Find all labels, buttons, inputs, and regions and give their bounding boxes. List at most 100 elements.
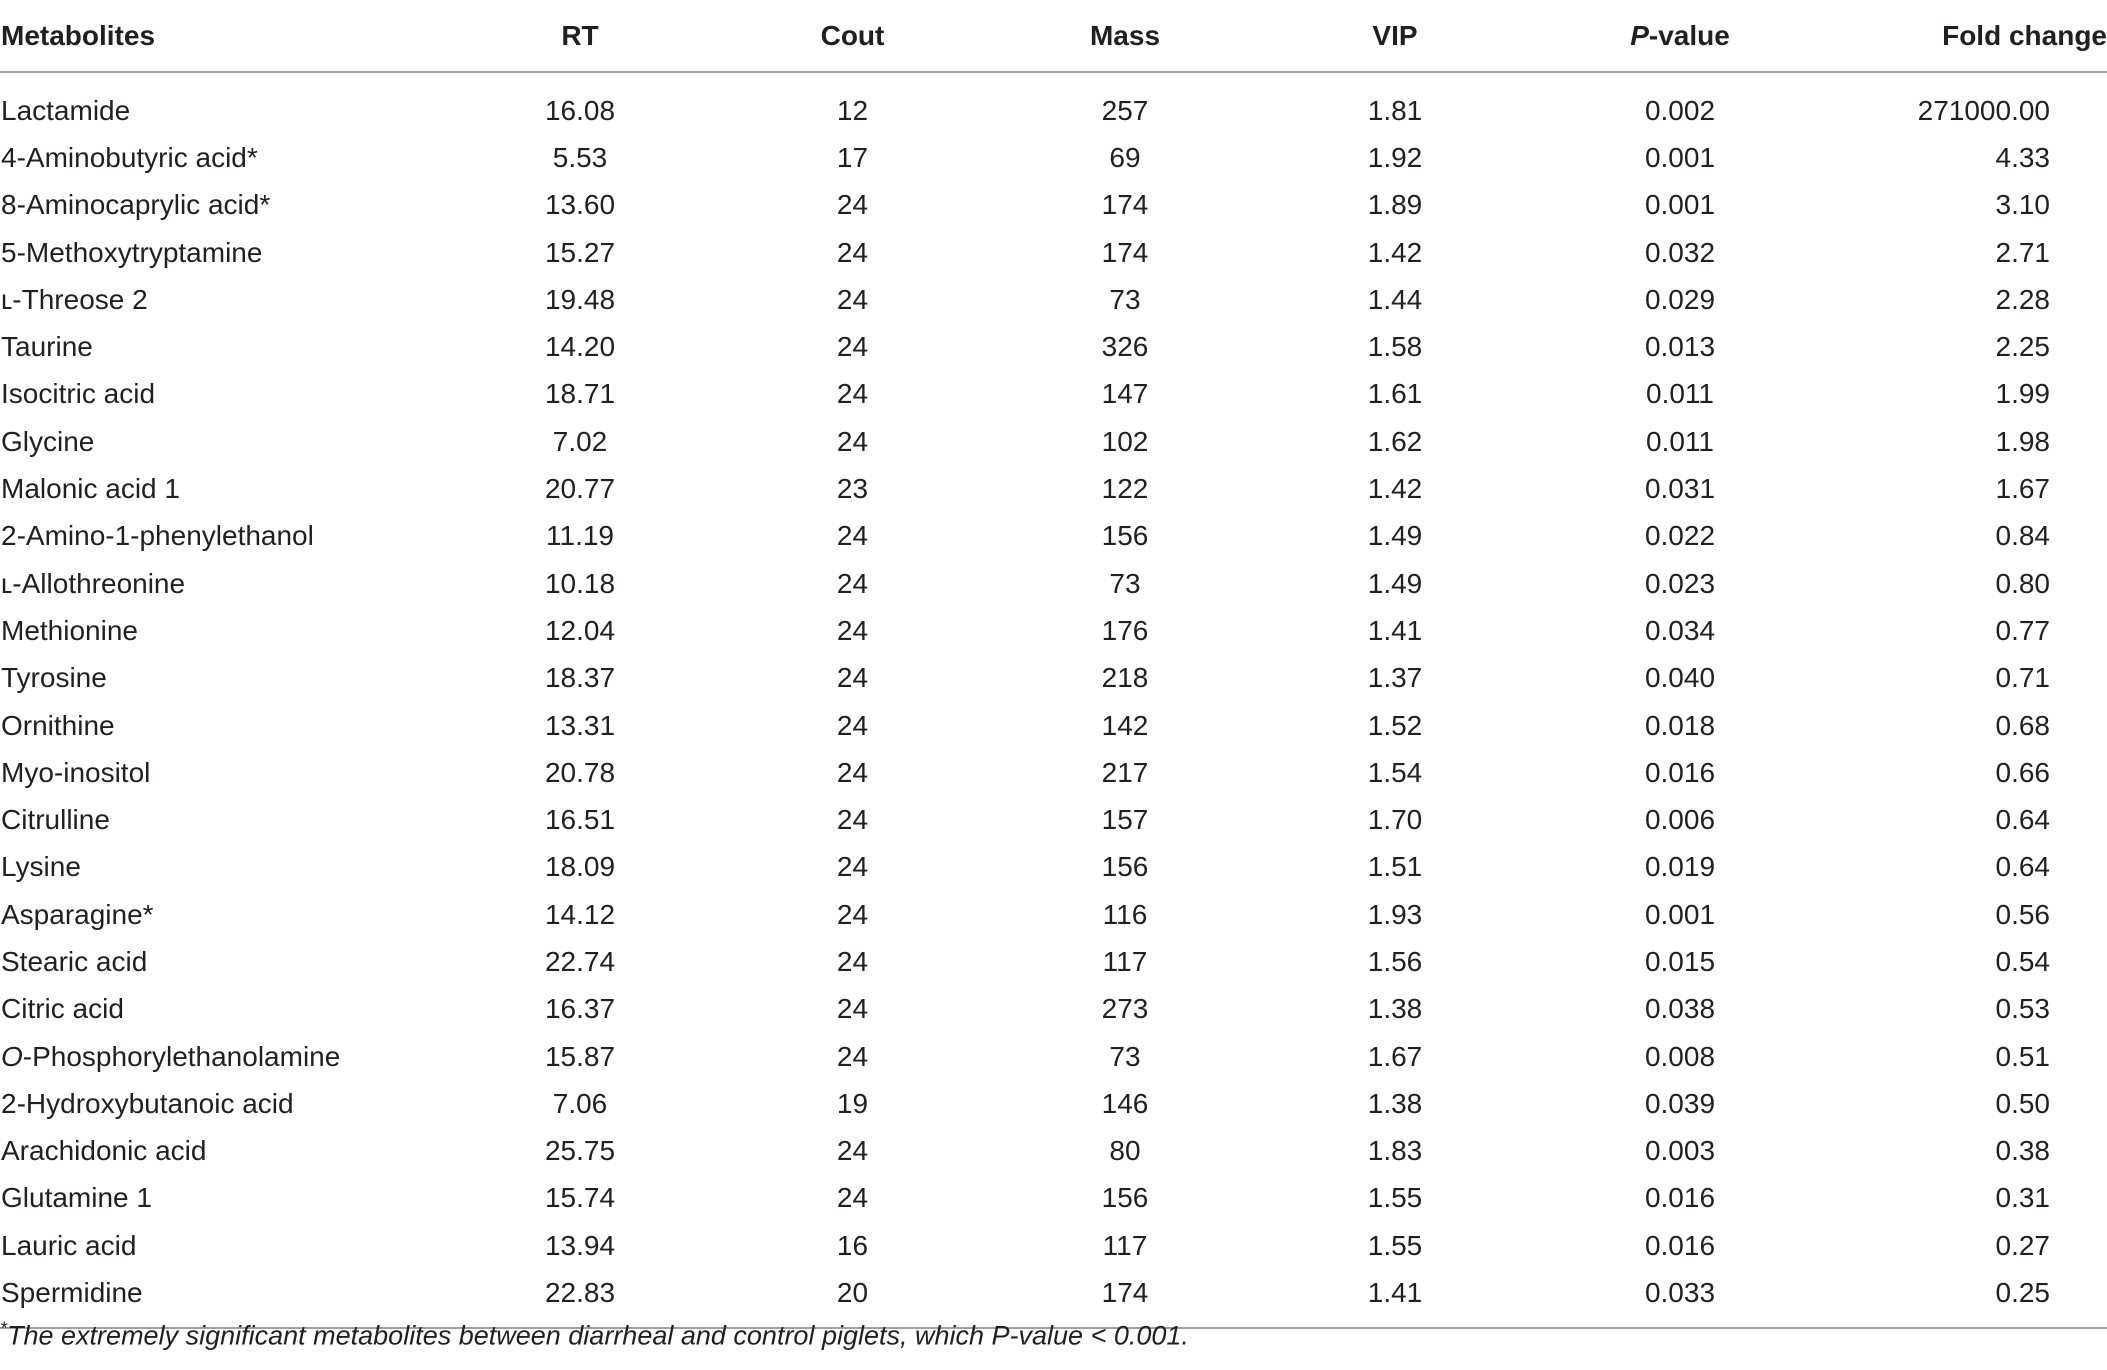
cell-metabolite: Spermidine: [0, 1269, 470, 1329]
cell-cout: 17: [836, 141, 869, 173]
cell-metabolite: Isocitric acid: [1, 378, 156, 410]
cell-metabolite: Malonic acid 1: [1, 473, 180, 505]
cell-cout: 24: [836, 189, 869, 221]
cell-cout: 19: [836, 1087, 869, 1119]
metabolite-italic-prefix: O: [1, 1040, 23, 1072]
cell-p-value: 0.006: [1644, 804, 1716, 836]
metabolites-table: Metabolites RT Cout Mass VIP P-value Fol…: [0, 0, 2107, 1329]
cell-cout: 24: [836, 1182, 869, 1214]
cell-fold-change: 0.66: [1995, 756, 2051, 788]
header-p-italic: P: [1630, 19, 1649, 51]
table-row: 2-Hydroxybutanoic acid 7.06 19 146 1.38 0.039…: [0, 1080, 2107, 1127]
table-row: Methionine 12.04 24 176 1.41 0.034 0.77: [0, 607, 2107, 654]
cell-metabolite: Methionine: [1, 614, 138, 646]
cell-p-value: 0.039: [1644, 1087, 1716, 1119]
cell-p-value: 0.031: [1644, 473, 1716, 505]
cell-rt: 18.37: [544, 662, 616, 694]
table-row: 5-Methoxytryptamine 15.27 24 174 1.42 0.032 2.…: [0, 229, 2107, 276]
table-row: Glycine 7.02 24 102 1.62 0.011 1.98: [0, 418, 2107, 465]
cell-fold-change: 0.25: [1805, 1269, 2107, 1329]
cell-cout: 24: [836, 756, 869, 788]
table-row: Asparagine* 14.12 24 116 1.93 0.001 0.56: [0, 891, 2107, 938]
cell-mass: 156: [1101, 520, 1149, 552]
footnote-text: The extremely significant metabolites be…: [7, 1320, 1189, 1351]
cell-p-value: 0.011: [1646, 425, 1714, 457]
cell-mass: 147: [1101, 378, 1149, 410]
cell-rt: 16.51: [544, 804, 616, 836]
cell-cout: 24: [836, 614, 869, 646]
table-row: Ornithine 13.31 24 142 1.52 0.018 0.68: [0, 702, 2107, 749]
header-p-value: P-value: [1555, 0, 1805, 73]
table-row: Spermidine 22.83 20 174 1.41 0.033 0.25: [0, 1269, 2107, 1329]
cell-mass: 122: [1101, 473, 1149, 505]
cell-rt: 18.09: [544, 851, 616, 883]
cell-metabolite: 2-Hydroxybutanoic acid: [1, 1087, 294, 1119]
cell-cout: 24: [836, 709, 869, 741]
cell-rt: 13.60: [544, 189, 616, 221]
cell-cout: 24: [836, 331, 869, 363]
cell-cout: 24: [836, 804, 869, 836]
cell-fold-change: 271000.00: [1917, 94, 2050, 126]
cell-cout: 24: [836, 283, 869, 315]
cell-rt: 19.48: [544, 283, 616, 315]
cell-metabolite: Lysine: [1, 851, 81, 883]
cell-metabolite: 5-Methoxytryptamine: [1, 236, 263, 268]
cell-p-value: 0.038: [1644, 993, 1716, 1025]
cell-fold-change: 0.71: [1995, 662, 2051, 694]
cell-mass: 273: [1101, 993, 1149, 1025]
cell-cout: 24: [836, 898, 869, 930]
cell-vip: 1.67: [1367, 1040, 1423, 1072]
cell-rt: 15.27: [544, 236, 616, 268]
cell-fold-change: 0.56: [1995, 898, 2051, 930]
header-p-rest: -value: [1648, 19, 1730, 51]
cell-mass: 73: [1109, 567, 1141, 599]
cell-p-value: 0.001: [1644, 141, 1716, 173]
table-row: Lysine 18.09 24 156 1.51 0.019 0.64: [0, 844, 2107, 891]
cell-mass: 73: [1109, 283, 1141, 315]
header-row: Metabolites RT Cout Mass VIP P-value Fol…: [0, 0, 2107, 73]
cell-cout: 24: [836, 236, 869, 268]
cell-p-value: 0.013: [1644, 331, 1716, 363]
cell-cout: 24: [836, 993, 869, 1025]
cell-fold-change: 0.64: [1995, 851, 2051, 883]
cell-fold-change: 0.68: [1995, 709, 2051, 741]
cell-metabolite: Lactamide: [1, 94, 131, 126]
cell-vip: 1.58: [1367, 331, 1423, 363]
cell-p-value: 0.015: [1644, 945, 1716, 977]
table-row: 4-Aminobutyric acid* 5.53 17 69 1.92 0.001 4.3…: [0, 134, 2107, 181]
cell-rt: 7.06: [552, 1087, 608, 1119]
cell-metabolite: Ornithine: [1, 709, 115, 741]
header-metabolites: Metabolites: [0, 0, 470, 73]
cell-p-value: 0.034: [1644, 614, 1716, 646]
cell-vip: 1.38: [1367, 1087, 1423, 1119]
cell-fold-change: 0.53: [1995, 993, 2051, 1025]
cell-rt: 16.08: [544, 94, 616, 126]
cell-vip: 1.83: [1367, 1135, 1423, 1167]
cell-metabolite: Citrulline: [1, 804, 110, 836]
cell-vip: 1.37: [1367, 662, 1423, 694]
cell-fold-change: 0.64: [1995, 804, 2051, 836]
cell-mass: 80: [1109, 1135, 1141, 1167]
cell-rt: 16.37: [544, 993, 616, 1025]
cell-cout: 24: [836, 520, 869, 552]
cell-p-value: 0.040: [1644, 662, 1716, 694]
cell-mass: 257: [1101, 94, 1149, 126]
cell-mass: 174: [1101, 236, 1149, 268]
cell-p-value: 0.033: [1555, 1269, 1805, 1329]
cell-fold-change: 1.99: [1995, 378, 2051, 410]
cell-metabolite: Asparagine*: [1, 898, 154, 930]
cell-p-value: 0.003: [1644, 1135, 1716, 1167]
cell-rt: 18.71: [544, 378, 616, 410]
cell-rt: 22.83: [470, 1269, 690, 1329]
cell-fold-change: 1.98: [1995, 425, 2051, 457]
cell-mass: 116: [1102, 898, 1148, 930]
cell-p-value: 0.001: [1644, 898, 1716, 930]
cell-metabolite: ʟ-Allothreonine: [1, 567, 186, 599]
cell-vip: 1.92: [1367, 141, 1423, 173]
cell-vip: 1.52: [1367, 709, 1423, 741]
cell-rt: 12.04: [544, 614, 616, 646]
cell-cout: 24: [836, 378, 869, 410]
cell-mass: 156: [1101, 851, 1149, 883]
cell-vip: 1.70: [1367, 804, 1423, 836]
cell-cout: 24: [836, 567, 869, 599]
